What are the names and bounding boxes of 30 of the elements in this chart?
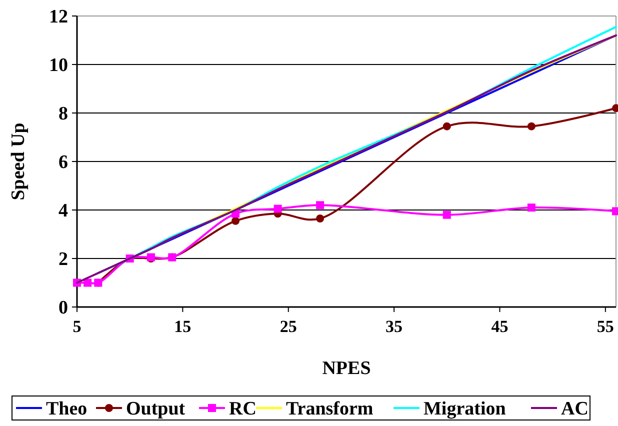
point (232, 216, 240, 225)
legend-label: Migration (424, 398, 506, 420)
y-tick-label: 6 (58, 152, 68, 174)
y-tick-label: 10 (49, 55, 68, 76)
y-tick-label: 2 (58, 249, 68, 270)
legend-label: Transform (286, 398, 374, 420)
point (442, 210, 451, 219)
point (84, 278, 92, 287)
point (527, 122, 536, 130)
point (316, 201, 324, 210)
x-tick-label: 15 (174, 317, 192, 336)
legend-label: AC (561, 398, 588, 420)
y-tick-label: 4 (58, 200, 68, 222)
y-axis-title: Speed Up (8, 122, 29, 200)
x-tick-label: 25 (280, 317, 297, 336)
legend-label: RC (229, 398, 256, 420)
x-tick-label: 55 (596, 317, 614, 336)
point (442, 122, 451, 130)
legend-label: Output (126, 398, 186, 420)
point (527, 204, 536, 212)
x-tick-label: 35 (386, 317, 403, 336)
y-tick-label: 8 (58, 104, 68, 125)
legend-label: Theo (46, 398, 88, 420)
y-tick-label: 12 (49, 6, 68, 28)
x-axis-title: NPES (322, 358, 371, 379)
point (316, 214, 324, 222)
x-tick-label: 45 (491, 317, 508, 336)
point (274, 204, 282, 213)
x-tick-label: 5 (72, 317, 82, 336)
y-tick-label: 0 (58, 298, 68, 319)
